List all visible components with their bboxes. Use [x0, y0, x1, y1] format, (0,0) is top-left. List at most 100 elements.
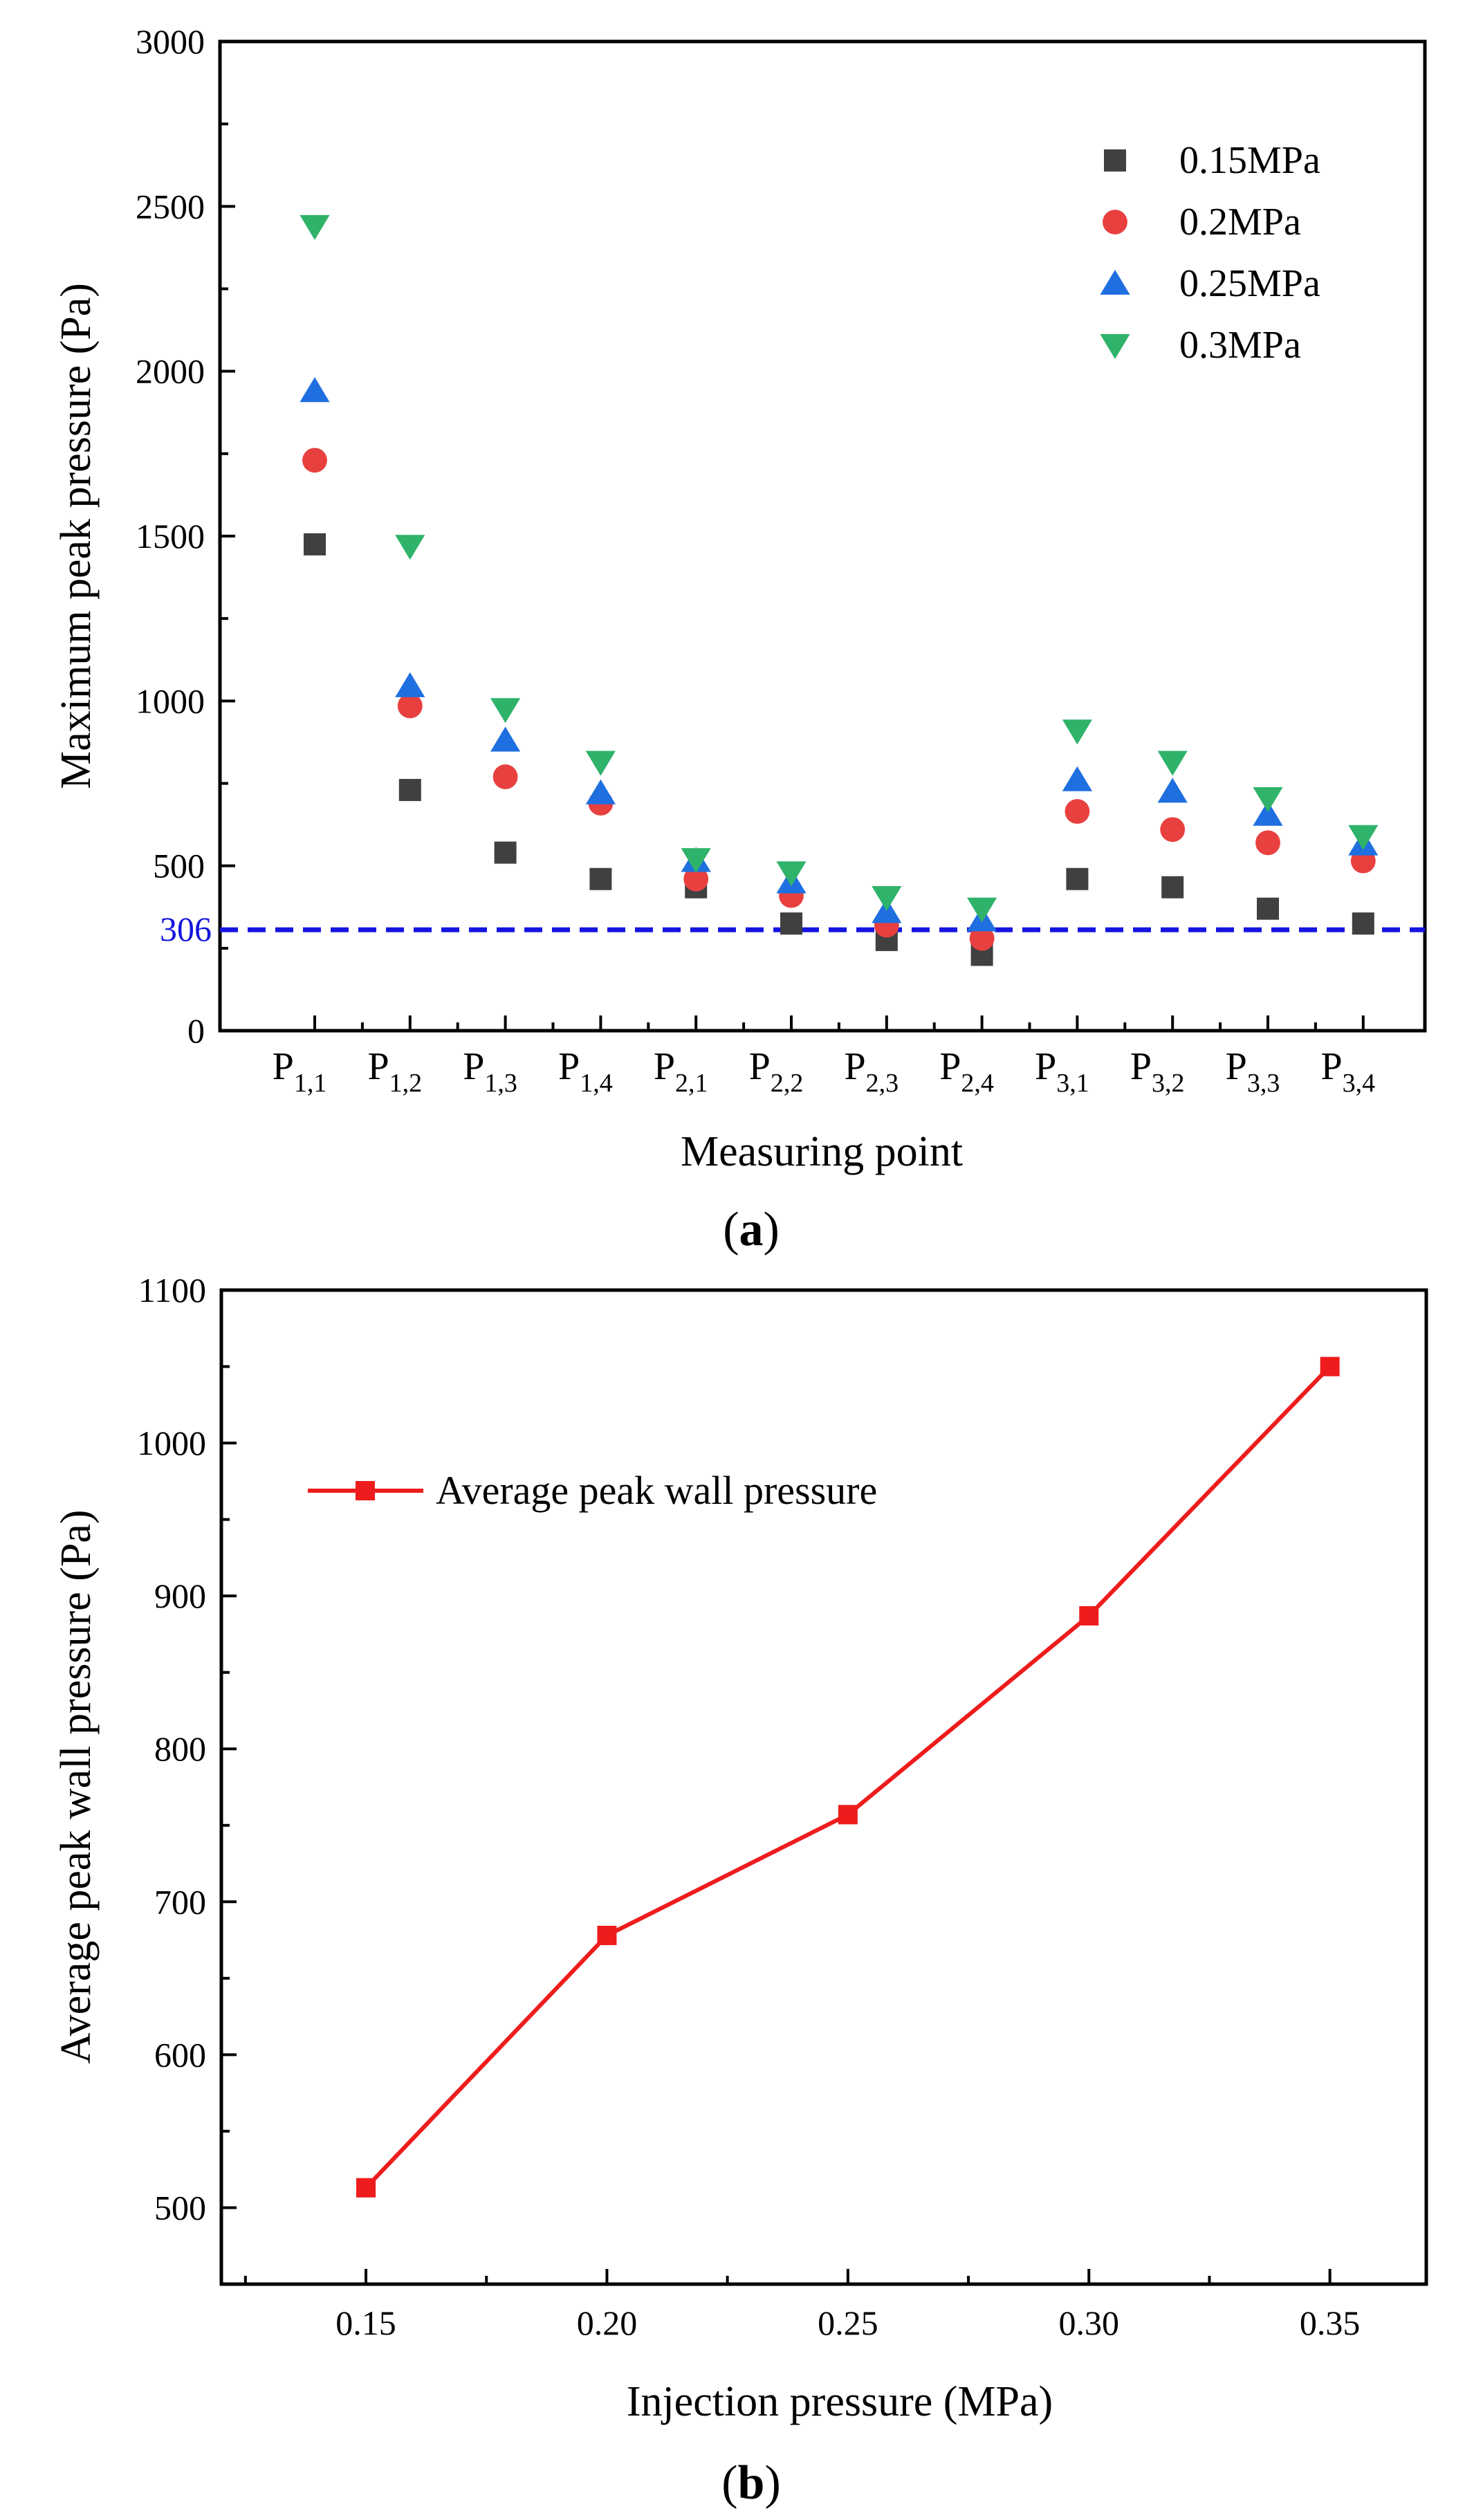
panel-b-x-axis: 0.15 0.20 0.25 0.30 0.35	[243, 2269, 1361, 2342]
panel-a-x-tick-subscript: 2,4	[961, 1069, 994, 1098]
panel-a-point-circle	[683, 866, 709, 892]
panel-a-x-tick-base: P	[463, 1045, 484, 1088]
panel-a-x-tick-base: P	[1226, 1045, 1247, 1088]
panel-a-label-part: a	[739, 1203, 764, 1256]
panel-a-x-axis: P1,1 P1,2 P1,3 P1,4 P2,1 P2,2 P2,3 P2,4 P3,1 P3,2…	[273, 1015, 1375, 1098]
panel-a-x-tick-subscript: 3,2	[1152, 1069, 1185, 1098]
panel-a-x-tick-subscript: 1,1	[294, 1069, 327, 1098]
panel-a-point-triangle-down	[300, 214, 330, 240]
panel-a-point-triangle-down	[585, 751, 616, 776]
panel-a-label: (a)	[723, 1203, 780, 1256]
panel-a-x-tick-base: P	[654, 1045, 675, 1088]
panel-b-y-tick-label: 1100	[138, 1271, 206, 1309]
panel-a-x-tick-base: P	[939, 1045, 961, 1088]
panel-a-x-tick-subscript: 3,4	[1343, 1069, 1376, 1098]
panel-b-x-axis-title: Injection pressure (MPa)	[627, 2378, 1053, 2425]
panel-a-point-triangle-up	[1253, 800, 1283, 826]
panel-b-y-tick-label: 600	[154, 2035, 206, 2074]
panel-a-x-axis-title: Measuring point	[681, 1128, 963, 1175]
panel-a-y-tick-label: 0	[187, 1011, 205, 1050]
panel-b-point-square	[838, 1805, 858, 1825]
panel-a-y-tick-label: 1000	[136, 681, 205, 720]
panel-a-x-tick-label: P1,2	[367, 1045, 422, 1098]
panel-a-point-triangle-up	[490, 726, 521, 752]
panel-a-point-square	[589, 867, 612, 890]
panel-b-label-part: b	[738, 2456, 765, 2510]
panel-a-point-triangle-up	[1157, 778, 1188, 803]
panel-b-label-part: (	[721, 2456, 737, 2510]
panel-a-x-tick-subscript: 2,3	[866, 1069, 899, 1098]
panel-a-x-tick-label: P1,1	[273, 1045, 327, 1098]
panel-a-legend-label: 0.15MPa	[1179, 139, 1320, 182]
panel-a-point-triangle-up	[395, 672, 425, 697]
panel-a-x-tick-subscript: 1,4	[580, 1069, 613, 1098]
panel-a-point-square	[304, 533, 326, 555]
panel-b-y-tick-label: 700	[154, 1882, 206, 1921]
panel-a-legend-label: 0.25MPa	[1179, 262, 1320, 305]
panel-b-y-axis: 500 600 700 800 900 1000 1100	[137, 1271, 237, 2286]
panel-a-point-square	[398, 779, 421, 802]
panel-a-x-tick-label: P2,4	[939, 1045, 994, 1098]
panel-a-point-triangle-down	[395, 535, 425, 560]
panel-a-point-triangle-down	[1157, 751, 1188, 776]
panel-a-x-tick-label: P1,3	[463, 1045, 517, 1098]
panel-b-chart: 500 600 700 800 900 1000 1100 0.15 0.20 0.25 0.30…	[53, 1271, 1428, 2510]
panel-a-point-triangle-down	[1253, 787, 1283, 812]
panel-a-x-tick-label: P2,3	[844, 1045, 899, 1098]
panel-a-x-tick-subscript: 2,2	[771, 1069, 804, 1098]
panel-a-x-tick-base: P	[1130, 1045, 1152, 1088]
panel-a-y-tick-label: 2500	[136, 187, 205, 226]
panel-a-point-triangle-down	[1062, 719, 1092, 745]
panel-b-legend-marker-square	[356, 1481, 375, 1500]
panel-b-y-tick-label: 500	[154, 2188, 206, 2227]
panel-a-x-tick-subscript: 2,1	[675, 1069, 708, 1098]
panel-b-x-tick-label: 0.35	[1300, 2303, 1361, 2342]
panel-a-point-square	[1257, 897, 1279, 920]
panel-a-point-triangle-down	[967, 897, 997, 923]
panel-a-legend-label: 0.3MPa	[1179, 324, 1301, 367]
panel-a-label-part: )	[764, 1203, 780, 1256]
panel-a-x-tick-label: P1,4	[558, 1045, 613, 1098]
panel-a-y-axis-title: Maximum peak pressure (Pa)	[53, 283, 100, 789]
panel-b-point-square	[1079, 1606, 1099, 1626]
panel-b-y-tick-label: 900	[154, 1576, 206, 1615]
panel-a-point-square	[780, 912, 802, 935]
panel-a-point-circle	[1065, 799, 1090, 824]
panel-a-point-triangle-up	[585, 779, 616, 804]
panel-b-point-square	[1320, 1356, 1340, 1377]
panel-a-point-circle	[969, 926, 995, 951]
panel-a-y-tick-label: 3000	[136, 22, 205, 61]
panel-b-label: (b)	[721, 2456, 781, 2510]
panel-b-x-tick-label: 0.30	[1058, 2303, 1119, 2342]
panel-a-x-tick-base: P	[558, 1045, 580, 1088]
panel-a-legend-label: 0.2MPa	[1179, 201, 1301, 243]
panel-a-reference-line-label: 306	[160, 910, 212, 948]
panel-a-y-tick-label: 2000	[136, 352, 205, 391]
panel-b-y-tick-label: 800	[154, 1729, 206, 1768]
panel-a-point-circle	[1255, 830, 1280, 856]
panel-a-y-tick-label: 500	[153, 847, 205, 885]
panel-a-data-points	[300, 214, 1379, 966]
panel-a-x-tick-subscript: 3,1	[1056, 1069, 1089, 1098]
panel-b-y-tick-label: 1000	[137, 1424, 206, 1462]
panel-a-legend-marker-triangle-up	[1100, 270, 1130, 295]
panel-a-point-circle	[492, 764, 518, 789]
panel-a-point-square	[1066, 867, 1089, 890]
panel-b-x-tick-label: 0.15	[335, 2303, 396, 2342]
panel-a-point-square	[1352, 912, 1374, 935]
panel-a-x-tick-base: P	[1320, 1045, 1342, 1088]
panel-b-x-tick-label: 0.25	[818, 2303, 878, 2342]
panel-a-legend: 0.15MPa 0.2MPa 0.25MPa 0.3MPa	[1100, 139, 1320, 367]
panel-a-point-circle	[397, 693, 423, 719]
panel-a-point-triangle-down	[490, 698, 521, 724]
panel-b-series	[356, 1356, 1340, 2198]
panel-a-point-circle	[302, 448, 327, 473]
panel-a-point-circle	[1160, 817, 1186, 843]
panel-a-x-tick-label: P3,2	[1130, 1045, 1185, 1098]
panel-a-x-tick-subscript: 1,3	[484, 1069, 517, 1098]
panel-a-point-triangle-down	[872, 885, 902, 911]
panel-a-x-tick-label: P3,1	[1035, 1045, 1089, 1098]
panel-a-x-tick-base: P	[749, 1045, 771, 1088]
